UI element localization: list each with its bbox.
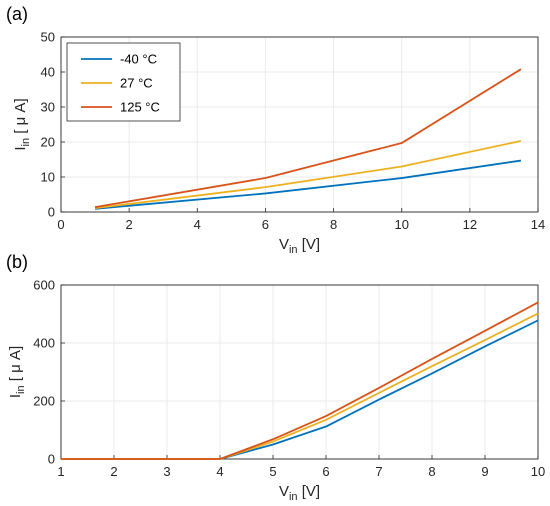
panel-b: 1 2 3 4 5 6 7 8 9 10 0 200 400 600 Vin [V] Iin [ μ A] (b…	[6, 252, 545, 503]
x-tick-label: 4	[194, 217, 201, 232]
legend-box	[66, 42, 181, 122]
y-tick-label: 600	[33, 278, 55, 293]
y-tick-label: 20	[41, 135, 55, 150]
x-tick-label: 10	[394, 217, 408, 232]
x-tick-label: 3	[163, 464, 170, 479]
plot-area	[61, 285, 538, 459]
legend-label: 27 °C	[120, 76, 153, 91]
x-tick-label: 2	[126, 217, 133, 232]
x-tick-label: 12	[463, 217, 477, 232]
y-tick-label: 400	[33, 336, 55, 351]
legend: -40 °C 27 °C 125 °C	[66, 42, 181, 122]
axes-box	[60, 36, 539, 213]
series-line-2	[94, 140, 522, 210]
y-tick-label: 40	[41, 65, 55, 80]
axes-box	[60, 284, 539, 460]
x-tick-label: 10	[531, 464, 545, 479]
y-axis-label: Iin [ μ A]	[7, 346, 27, 398]
y-tick-label: 200	[33, 394, 55, 409]
x-tick-label: 14	[531, 217, 545, 232]
x-tick-label: 9	[481, 464, 488, 479]
y-tick-label: 0	[48, 205, 55, 220]
series-line-3	[61, 301, 539, 460]
legend-label: -40 °C	[120, 52, 157, 67]
x-tick-label: 1	[57, 464, 64, 479]
y-tick-label: 50	[41, 30, 55, 45]
panel-a: 0 2 4 6 8 10 12 14 0 10 20 30 40 50 Vin [V] Iin [ μ A] (…	[6, 4, 545, 256]
x-axis-label: Vin [V]	[279, 236, 320, 256]
panel-label: (a)	[6, 4, 28, 24]
x-tick-label: 6	[262, 217, 269, 232]
x-tick-label: 2	[110, 464, 117, 479]
series-line-1	[94, 159, 522, 210]
x-tick-label: 4	[216, 464, 223, 479]
y-tick-label: 30	[41, 100, 55, 115]
panel-label: (b)	[6, 252, 28, 272]
x-tick-label: 8	[428, 464, 435, 479]
y-axis-label: Iin [ μ A]	[12, 98, 32, 150]
y-tick-label: 0	[48, 452, 55, 467]
x-axis-label: Vin [V]	[279, 483, 320, 503]
x-tick-label: 7	[375, 464, 382, 479]
y-tick-label: 10	[41, 170, 55, 185]
x-tick-label: 5	[269, 464, 276, 479]
legend-label: 125 °C	[120, 100, 160, 115]
x-tick-label: 8	[330, 217, 337, 232]
series-line-3	[94, 68, 522, 208]
x-tick-label: 0	[57, 217, 64, 232]
x-tick-label: 6	[322, 464, 329, 479]
